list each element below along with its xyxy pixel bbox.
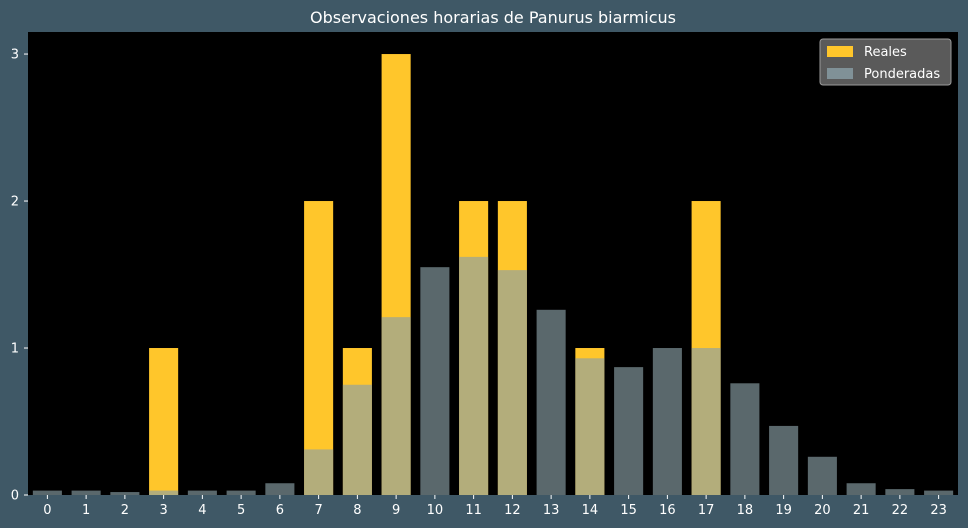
y-tick-label: 1 (11, 342, 19, 357)
x-tick-label: 5 (237, 503, 245, 518)
bar-ponderadas-2 (110, 492, 140, 495)
x-tick-label: 12 (504, 503, 521, 518)
x-tick-label: 10 (427, 503, 444, 518)
x-tick-label: 7 (314, 503, 322, 518)
bar-ponderadas-1 (71, 490, 101, 495)
bar-ponderadas-11 (459, 256, 489, 495)
x-tick-label: 2 (121, 503, 129, 518)
x-tick-label: 18 (737, 503, 754, 518)
x-tick-label: 3 (159, 503, 167, 518)
bar-ponderadas-22 (885, 489, 915, 495)
bar-ponderadas-4 (187, 490, 217, 495)
legend-label-reales: Reales (864, 45, 907, 60)
x-tick-label: 16 (659, 503, 676, 518)
bar-ponderadas-19 (769, 425, 799, 495)
bar-ponderadas-9 (381, 317, 411, 495)
x-tick-label: 11 (465, 503, 482, 518)
chart-legend: Reales Ponderadas (819, 38, 952, 86)
bar-ponderadas-15 (614, 367, 644, 495)
bar-reales-7 (304, 201, 334, 496)
bar-ponderadas-20 (807, 456, 837, 495)
y-tick-label: 0 (11, 489, 19, 504)
bar-ponderadas-3 (149, 490, 179, 495)
plot-area (28, 32, 958, 495)
x-tick-label: 14 (582, 503, 599, 518)
x-tick-label: 9 (392, 503, 400, 518)
bar-ponderadas-21 (846, 483, 876, 495)
x-tick-label: 19 (775, 503, 792, 518)
bar-ponderadas-0 (32, 490, 62, 495)
x-tick-label: 4 (198, 503, 206, 518)
bar-ponderadas-23 (924, 490, 954, 495)
y-tick-label: 2 (11, 195, 19, 210)
x-tick-label: 15 (620, 503, 637, 518)
x-tick-label: 17 (698, 503, 715, 518)
bar-ponderadas-8 (342, 384, 372, 495)
x-tick-label: 23 (930, 503, 947, 518)
x-tick-label: 20 (814, 503, 831, 518)
bar-ponderadas-18 (730, 383, 760, 495)
chart-title: Observaciones horarias de Panurus biarmi… (310, 8, 676, 27)
x-tick-label: 13 (543, 503, 560, 518)
bars-layer (32, 54, 954, 496)
legend-label-ponderadas: Ponderadas (864, 67, 940, 82)
bar-ponderadas-5 (226, 490, 256, 495)
bar-ponderadas-17 (691, 348, 721, 495)
x-tick-label: 21 (853, 503, 870, 518)
bar-ponderadas-6 (265, 483, 295, 495)
axes-layer: 0 1 2 3 4 5 6 7 8 9 10 11 12 13 14 15 16 17 18 19 20 21 22 2301… (11, 48, 947, 518)
x-tick-label: 1 (82, 503, 90, 518)
bar-ponderadas-12 (497, 270, 527, 495)
x-tick-label: 0 (43, 503, 51, 518)
x-tick-label: 22 (892, 503, 909, 518)
bar-ponderadas-10 (420, 267, 450, 495)
bar-ponderadas-16 (652, 348, 682, 495)
x-tick-label: 6 (276, 503, 284, 518)
legend-swatch-ponderadas (827, 68, 853, 79)
y-tick-label: 3 (11, 48, 19, 63)
bar-ponderadas-7 (304, 449, 334, 495)
legend-swatch-reales (827, 46, 853, 57)
bar-ponderadas-13 (536, 309, 566, 495)
x-tick-label: 8 (353, 503, 361, 518)
bar-reales-3 (149, 348, 179, 495)
bar-ponderadas-14 (575, 358, 605, 495)
